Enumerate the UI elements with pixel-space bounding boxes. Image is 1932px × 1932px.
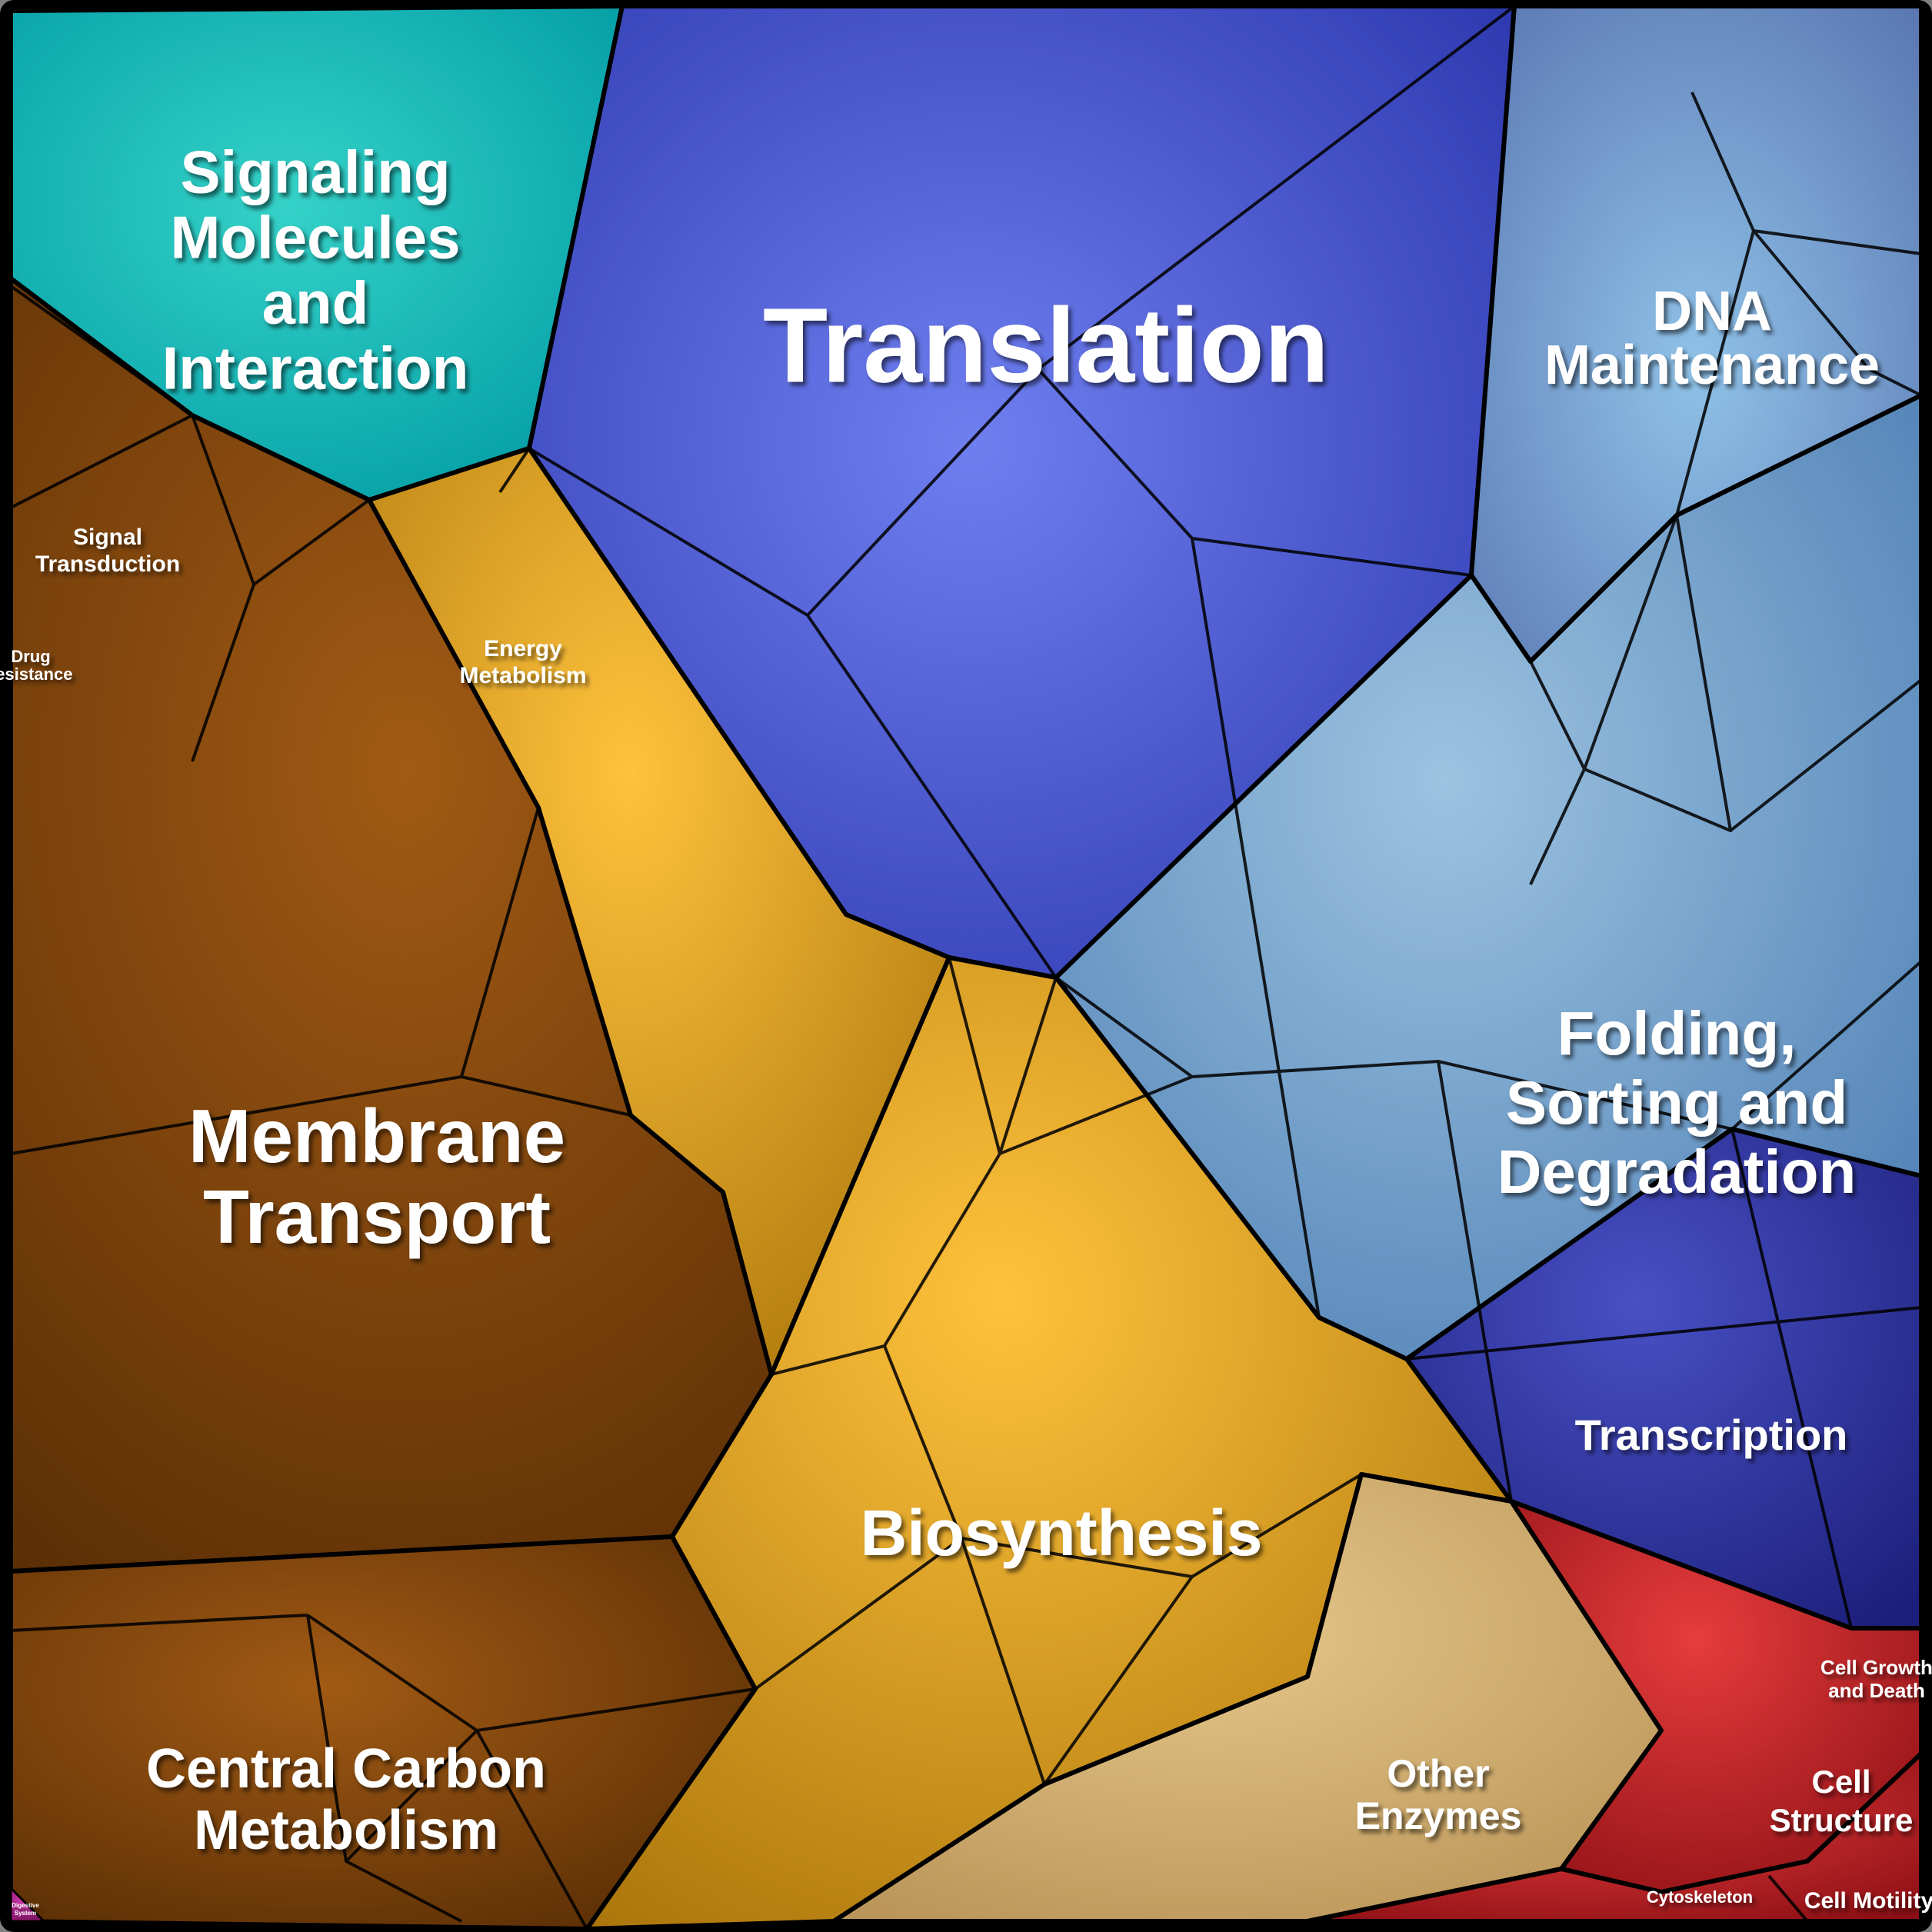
- svg-text:Biosynthesis: Biosynthesis: [861, 1497, 1263, 1569]
- svg-text:Enzymes: Enzymes: [1355, 1794, 1522, 1837]
- svg-text:DNA: DNA: [1652, 281, 1772, 342]
- svg-text:System: System: [15, 1910, 36, 1917]
- svg-text:Central Carbon: Central Carbon: [146, 1738, 546, 1800]
- svg-text:Other: Other: [1387, 1752, 1489, 1795]
- svg-text:Digestive: Digestive: [12, 1902, 39, 1909]
- svg-text:Cell: Cell: [1811, 1764, 1870, 1800]
- svg-text:Maintenance: Maintenance: [1544, 335, 1880, 396]
- svg-text:Structure: Structure: [1770, 1802, 1914, 1838]
- svg-text:Interaction: Interaction: [162, 335, 469, 402]
- svg-text:Transcription: Transcription: [1575, 1411, 1848, 1459]
- svg-text:Membrane: Membrane: [188, 1094, 565, 1178]
- svg-text:Cell Motility: Cell Motility: [1804, 1888, 1932, 1914]
- svg-text:Folding,: Folding,: [1557, 999, 1796, 1068]
- svg-text:Transport: Transport: [203, 1174, 551, 1259]
- svg-text:and: and: [262, 269, 369, 337]
- svg-text:Cell Growth: Cell Growth: [1820, 1656, 1932, 1679]
- svg-text:Drug: Drug: [11, 647, 50, 666]
- svg-text:Degradation: Degradation: [1497, 1138, 1857, 1206]
- svg-text:Translation: Translation: [763, 286, 1329, 405]
- svg-text:resistance: resistance: [0, 665, 72, 684]
- svg-text:Sorting and: Sorting and: [1506, 1068, 1847, 1137]
- svg-text:and Death: and Death: [1828, 1679, 1925, 1702]
- svg-text:Metabolism: Metabolism: [194, 1800, 498, 1861]
- svg-text:Transduction: Transduction: [35, 551, 180, 577]
- svg-text:Signal: Signal: [73, 525, 142, 550]
- svg-text:Cytoskeleton: Cytoskeleton: [1647, 1887, 1753, 1907]
- svg-text:Molecules: Molecules: [170, 204, 460, 271]
- svg-text:Signaling: Signaling: [181, 138, 451, 206]
- svg-text:Energy: Energy: [484, 636, 562, 661]
- svg-text:Metabolism: Metabolism: [459, 663, 586, 688]
